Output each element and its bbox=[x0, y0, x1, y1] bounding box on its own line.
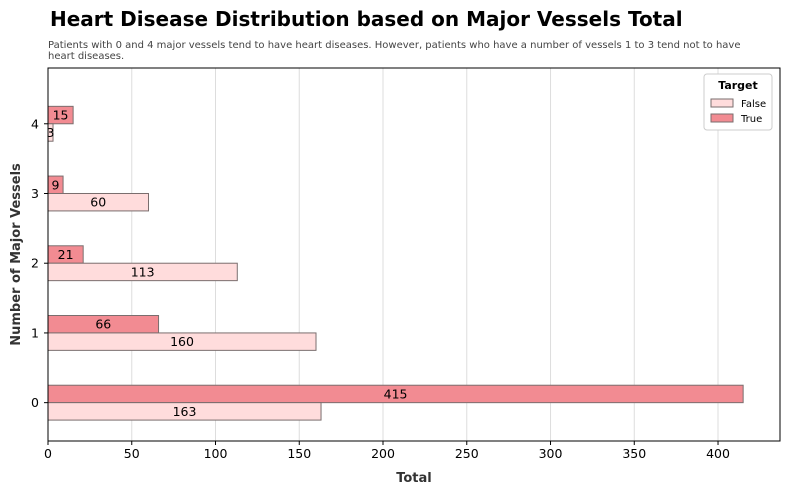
bar-value-label: 163 bbox=[173, 404, 197, 419]
plot-frame bbox=[47, 67, 781, 442]
x-tick-label: 300 bbox=[539, 446, 563, 461]
x-tick-label: 350 bbox=[622, 446, 646, 461]
x-tick-label: 100 bbox=[204, 446, 228, 461]
bar-value-label: 15 bbox=[53, 108, 69, 123]
bar-value-label: 21 bbox=[58, 247, 74, 262]
legend-label: False bbox=[741, 99, 766, 110]
y-tick-label: 4 bbox=[31, 116, 39, 131]
bars: 415 163 66 160 21 113 9 60 15 3 bbox=[47, 105, 744, 421]
x-tick-label: 150 bbox=[287, 446, 311, 461]
legend-swatch bbox=[710, 98, 734, 108]
x-tick-label: 0 bbox=[44, 446, 52, 461]
x-tick-label: 250 bbox=[455, 446, 479, 461]
bar-value-label: 160 bbox=[170, 334, 194, 349]
chart-title: Heart Disease Distribution based on Majo… bbox=[50, 7, 683, 31]
bar-value-label: 3 bbox=[47, 125, 55, 140]
legend-title: Target bbox=[718, 79, 758, 92]
y-tick-label: 3 bbox=[31, 186, 39, 201]
bar-value-label: 60 bbox=[90, 195, 106, 210]
x-tick-label: 50 bbox=[124, 446, 140, 461]
bar-value-label: 9 bbox=[52, 177, 60, 192]
legend-label: True bbox=[740, 114, 762, 125]
x-tick-label: 200 bbox=[371, 446, 395, 461]
x-axis-label: Total bbox=[396, 471, 432, 486]
chart-subtitle: Patients with 0 and 4 major vessels tend… bbox=[48, 40, 741, 62]
y-tick-label: 0 bbox=[31, 395, 39, 410]
y-tick-label: 2 bbox=[31, 256, 39, 271]
grid-lines bbox=[131, 68, 719, 441]
legend: Target False True bbox=[703, 73, 773, 131]
legend-swatch bbox=[710, 113, 734, 123]
y-tick-label: 1 bbox=[31, 325, 39, 340]
legend-items: False True bbox=[710, 98, 766, 125]
x-tick-label: 400 bbox=[706, 446, 730, 461]
bar-value-label: 415 bbox=[384, 386, 408, 401]
y-axis-label: Number of Major Vessels bbox=[9, 163, 24, 346]
bar-value-label: 113 bbox=[131, 264, 155, 279]
bar-value-label: 66 bbox=[95, 317, 111, 332]
